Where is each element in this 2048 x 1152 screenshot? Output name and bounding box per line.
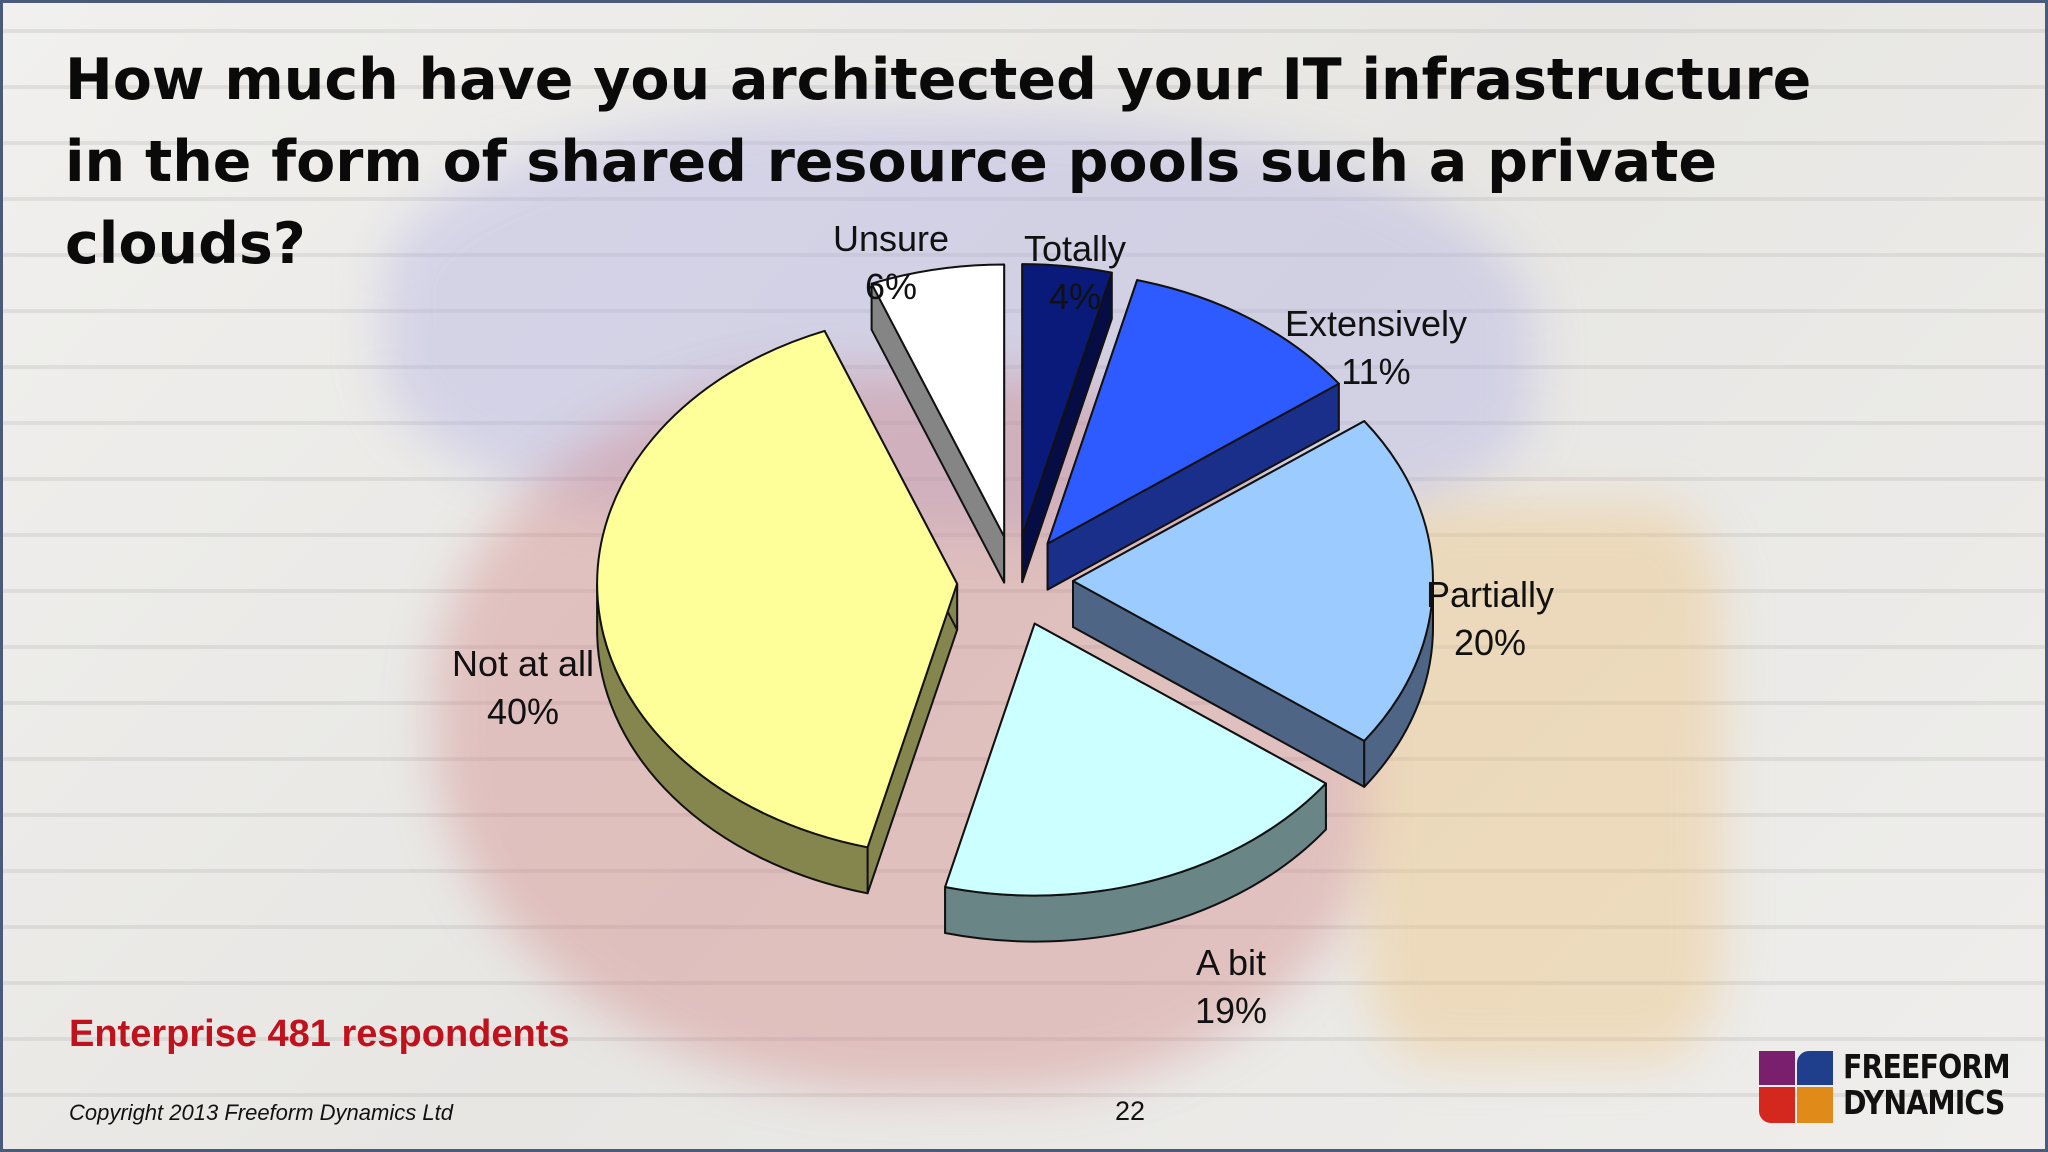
copyright-text: Copyright 2013 Freeform Dynamics Ltd	[69, 1100, 453, 1125]
pie-slice-top-totally	[1021, 263, 1113, 538]
logo-square-purple	[1759, 1051, 1795, 1085]
pie-slice-unsure	[870, 263, 1006, 584]
pie-label-unsure: Unsure	[833, 218, 949, 259]
pie-label-totally: Totally	[1024, 228, 1126, 269]
pie-slice-top-extensively	[1046, 279, 1340, 545]
logo-text-line1: FREEFORM	[1843, 1047, 2011, 1086]
page-title: How much have you architected your IT in…	[65, 47, 1812, 277]
logo-square-blue	[1797, 1051, 1833, 1085]
pie-value-label-unsure: 6%	[865, 266, 917, 307]
pie-slice-extensively	[1046, 279, 1340, 591]
pie-value-label-partially: 20%	[1454, 622, 1526, 663]
pie-slice-top-a-bit	[944, 622, 1327, 897]
pie-label-a-bit: A bit	[1196, 942, 1266, 983]
page-number: 22	[1115, 1096, 1146, 1126]
pie-label-partially: Partially	[1426, 574, 1554, 615]
pie-slice-partially	[1072, 420, 1434, 788]
pie-slice-not-at-all	[596, 329, 959, 895]
pie-label-extensively: Extensively	[1285, 303, 1467, 344]
pie-value-label-a-bit: 19%	[1195, 990, 1267, 1031]
pie-slice-a-bit	[944, 622, 1327, 943]
pie-label-not-at-all: Not at all	[452, 643, 594, 684]
freeform-dynamics-logo: FREEFORM DYNAMICS	[1759, 1047, 2011, 1125]
pie-value-label-totally: 4%	[1049, 276, 1101, 317]
pie-slice-top-partially	[1072, 420, 1434, 742]
logo-text-line2: DYNAMICS	[1843, 1083, 2005, 1122]
pie-value-label-not-at-all: 40%	[487, 691, 559, 732]
pie-chart: Totally 4% Extensively 11% Partially 20% A bit…	[452, 218, 1554, 1031]
respondents-note: Enterprise 481 respondents	[69, 1013, 570, 1055]
pie-slice-top-not-at-all	[596, 329, 959, 849]
logo-square-red	[1759, 1087, 1795, 1123]
pie-value-label-extensively: 11%	[1341, 351, 1410, 392]
pie-slice-top-unsure	[870, 263, 1006, 538]
pie-slice-totally	[1021, 263, 1113, 584]
logo-square-orange	[1797, 1087, 1833, 1123]
